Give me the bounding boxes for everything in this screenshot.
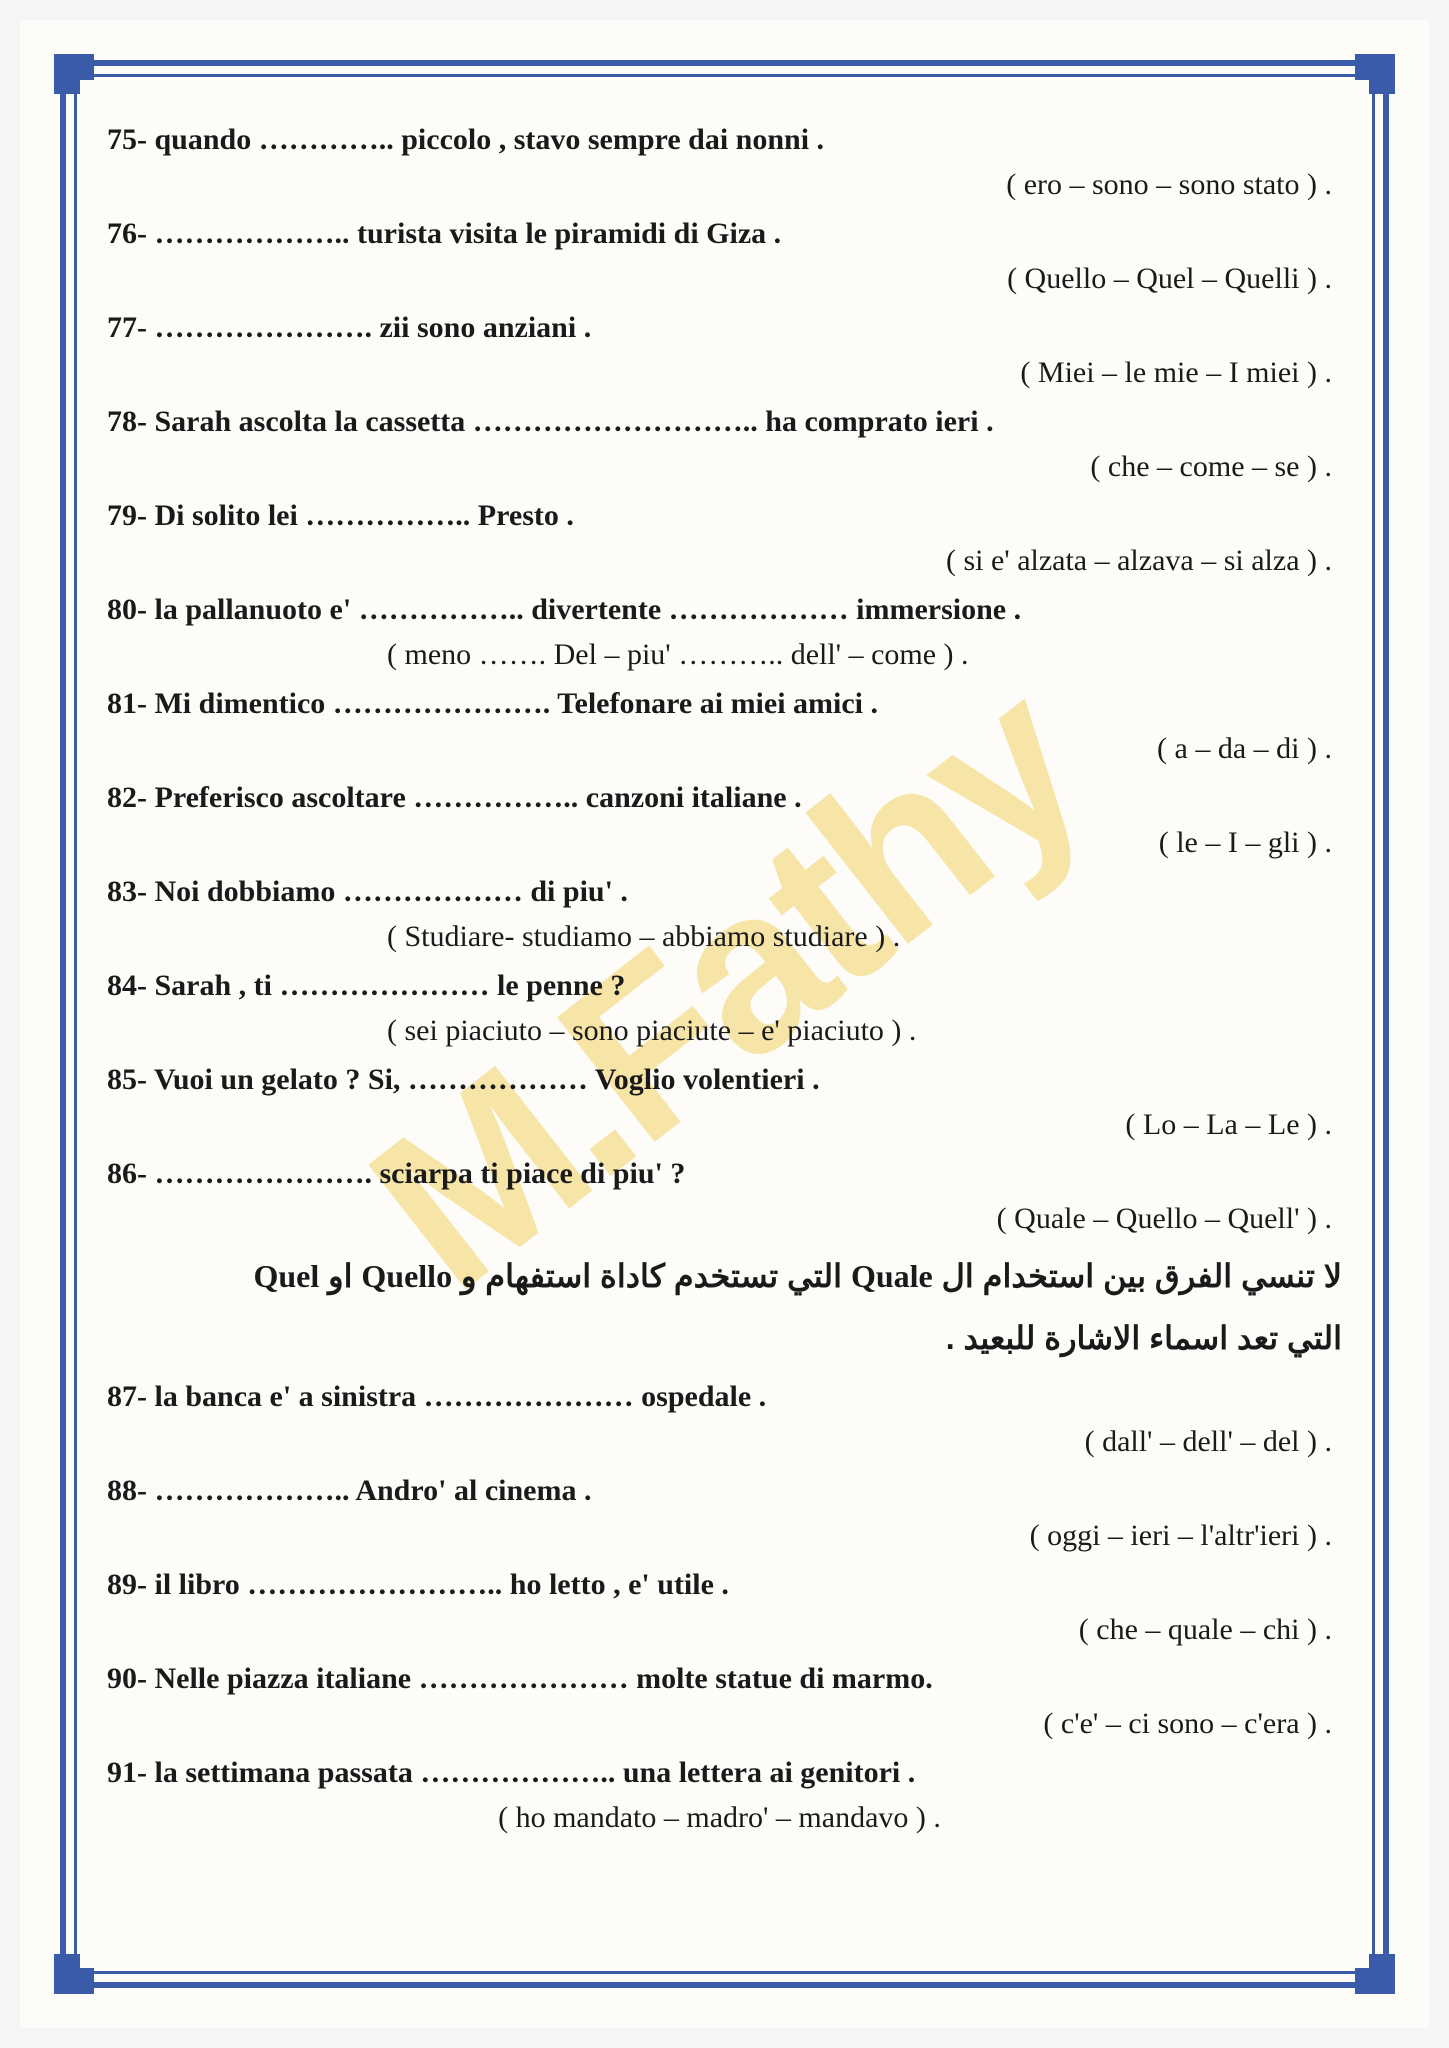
answer-options: ( ero – sono – sono stato ) .: [107, 162, 1342, 207]
content-area: 75- quando ………….. piccolo , stavo sempre…: [107, 117, 1342, 1840]
question-block: 78- Sarah ascolta la cassetta ……………………….…: [107, 399, 1342, 489]
question-block: 84- Sarah , ti ………………… le penne ?( sei p…: [107, 963, 1342, 1053]
note-text: التي تستخدم كاداة استفهام و: [452, 1258, 851, 1294]
answer-options: ( sei piaciuto – sono piaciute – e' piac…: [107, 1008, 1342, 1053]
answer-options: ( Quello – Quel – Quelli ) .: [107, 256, 1342, 301]
question-block: 82- Preferisco ascoltare …………….. canzoni…: [107, 775, 1342, 865]
arabic-note: لا تنسي الفرق بين استخدام ال Quale التي …: [107, 1249, 1342, 1303]
answer-options: ( si e' alzata – alzava – si alza ) .: [107, 538, 1342, 583]
note-text: او: [319, 1258, 361, 1294]
answer-options: ( che – come – se ) .: [107, 444, 1342, 489]
question-block: 88- ……………….. Andro' al cinema .( oggi – …: [107, 1468, 1342, 1558]
question-block: 86- …………………. sciarpa ti piace di piu' ?(…: [107, 1151, 1342, 1241]
question-block: 90- Nelle piazza italiane ………………… molte …: [107, 1656, 1342, 1746]
note-text: لا تنسي الفرق بين استخدام ال: [933, 1258, 1342, 1294]
answer-options: ( le – I – gli ) .: [107, 820, 1342, 865]
question-text: 91- la settimana passata ……………….. una le…: [107, 1750, 1342, 1795]
answer-options: ( a – da – di ) .: [107, 726, 1342, 771]
answer-options: ( che – quale – chi ) .: [107, 1607, 1342, 1652]
note-latin: Quale: [851, 1258, 933, 1294]
inner-border: M.Fathy 75- quando ………….. piccolo , stav…: [74, 74, 1375, 1974]
question-text: 86- …………………. sciarpa ti piace di piu' ?: [107, 1151, 1342, 1196]
question-text: 88- ……………….. Andro' al cinema .: [107, 1468, 1342, 1513]
note-text: التي تعد اسماء الاشارة للبعيد .: [946, 1320, 1342, 1356]
outer-border: M.Fathy 75- quando ………….. piccolo , stav…: [60, 60, 1389, 1988]
question-block: 89- il libro …………………….. ho letto , e' ut…: [107, 1562, 1342, 1652]
answer-options: ( ho mandato – madro' – mandavo ) .: [107, 1795, 1342, 1840]
question-text: 85- Vuoi un gelato ? Si, ……………… Voglio v…: [107, 1057, 1342, 1102]
answer-options: ( Lo – La – Le ) .: [107, 1102, 1342, 1147]
question-text: 75- quando ………….. piccolo , stavo sempre…: [107, 117, 1342, 162]
answer-options: ( dall' – dell' – del ) .: [107, 1419, 1342, 1464]
question-block: 76- ……………….. turista visita le piramidi …: [107, 211, 1342, 301]
question-text: 79- Di solito lei …………….. Presto .: [107, 493, 1342, 538]
question-text: 83- Noi dobbiamo ……………… di piu' .: [107, 869, 1342, 914]
question-block: 85- Vuoi un gelato ? Si, ……………… Voglio v…: [107, 1057, 1342, 1147]
answer-options: ( c'e' – ci sono – c'era ) .: [107, 1701, 1342, 1746]
arabic-note: التي تعد اسماء الاشارة للبعيد .: [107, 1311, 1342, 1365]
answer-options: ( Quale – Quello – Quell' ) .: [107, 1196, 1342, 1241]
question-block: 77- …………………. zii sono anziani .( Miei – …: [107, 305, 1342, 395]
question-text: 89- il libro …………………….. ho letto , e' ut…: [107, 1562, 1342, 1607]
worksheet-page: M.Fathy 75- quando ………….. piccolo , stav…: [20, 20, 1429, 2028]
question-text: 87- la banca e' a sinistra ………………… osped…: [107, 1374, 1342, 1419]
question-block: 83- Noi dobbiamo ……………… di piu' .( Studi…: [107, 869, 1342, 959]
question-text: 77- …………………. zii sono anziani .: [107, 305, 1342, 350]
question-block: 87- la banca e' a sinistra ………………… osped…: [107, 1374, 1342, 1464]
question-text: 80- la pallanuoto e' …………….. divertente …: [107, 587, 1342, 632]
question-text: 81- Mi dimentico …………………. Telefonare ai …: [107, 681, 1342, 726]
note-latin: Quel: [253, 1258, 319, 1294]
question-text: 82- Preferisco ascoltare …………….. canzoni…: [107, 775, 1342, 820]
answer-options: ( meno ……. Del – piu' ……….. dell' – come…: [107, 632, 1342, 677]
answer-options: ( Miei – le mie – I miei ) .: [107, 350, 1342, 395]
question-block: 75- quando ………….. piccolo , stavo sempre…: [107, 117, 1342, 207]
question-text: 76- ……………….. turista visita le piramidi …: [107, 211, 1342, 256]
question-block: 81- Mi dimentico …………………. Telefonare ai …: [107, 681, 1342, 771]
question-text: 84- Sarah , ti ………………… le penne ?: [107, 963, 1342, 1008]
note-latin: Quello: [361, 1258, 452, 1294]
question-text: 90- Nelle piazza italiane ………………… molte …: [107, 1656, 1342, 1701]
answer-options: ( oggi – ieri – l'altr'ieri ) .: [107, 1513, 1342, 1558]
question-block: 80- la pallanuoto e' …………….. divertente …: [107, 587, 1342, 677]
question-block: 91- la settimana passata ……………….. una le…: [107, 1750, 1342, 1840]
question-block: 79- Di solito lei …………….. Presto .( si e…: [107, 493, 1342, 583]
answer-options: ( Studiare- studiamo – abbiamo studiare …: [107, 914, 1342, 959]
question-text: 78- Sarah ascolta la cassetta ……………………….…: [107, 399, 1342, 444]
